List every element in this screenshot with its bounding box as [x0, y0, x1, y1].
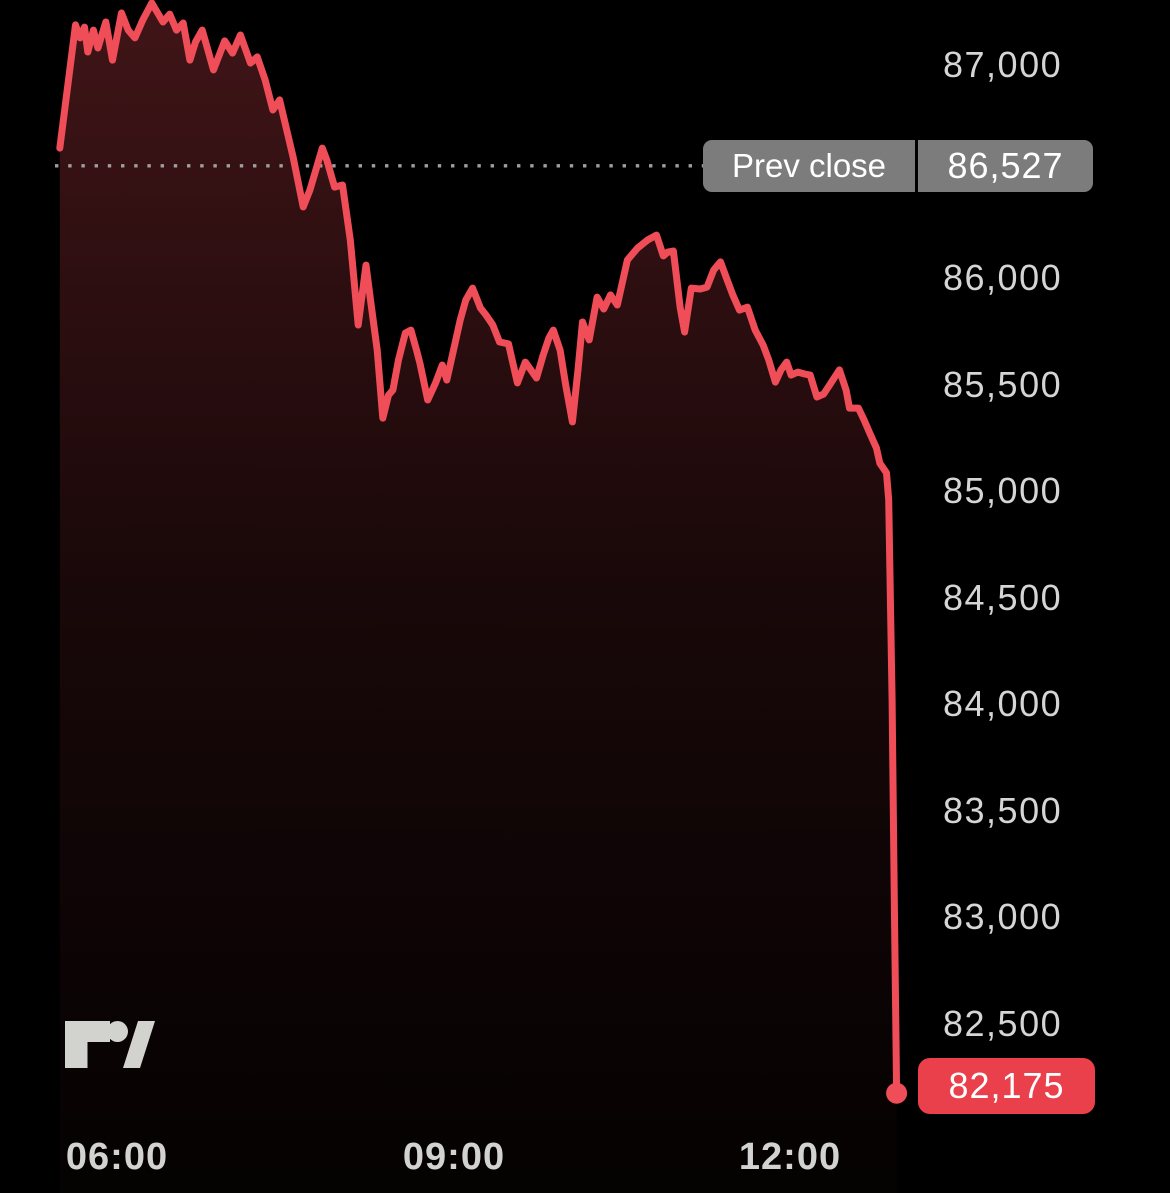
last-price-dot	[886, 1082, 908, 1104]
y-axis-label: 84,500	[943, 577, 1063, 618]
y-axis-label: 82,500	[943, 1003, 1063, 1044]
prev-close-value-badge: 86,527	[918, 140, 1093, 192]
y-axis-label: 84,000	[943, 683, 1063, 724]
y-axis-label: 83,000	[943, 896, 1063, 937]
y-axis-label: 83,500	[943, 790, 1063, 831]
x-axis-label: 06:00	[65, 1136, 169, 1178]
last-price-badge: 82,175	[918, 1058, 1095, 1114]
prev-close-badge: Prev close	[703, 140, 915, 192]
y-axis-label: 85,500	[943, 364, 1063, 405]
tradingview-logo-icon[interactable]	[65, 1021, 155, 1068]
x-axis-label: 12:00	[738, 1136, 842, 1178]
price-line	[56, 0, 901, 1097]
y-axis-label: 86,000	[943, 257, 1063, 298]
y-axis-label: 85,000	[943, 470, 1063, 511]
price-area-fill	[59, 3, 897, 1193]
y-axis-label: 87,000	[943, 44, 1063, 85]
x-axis-label: 09:00	[402, 1136, 506, 1178]
